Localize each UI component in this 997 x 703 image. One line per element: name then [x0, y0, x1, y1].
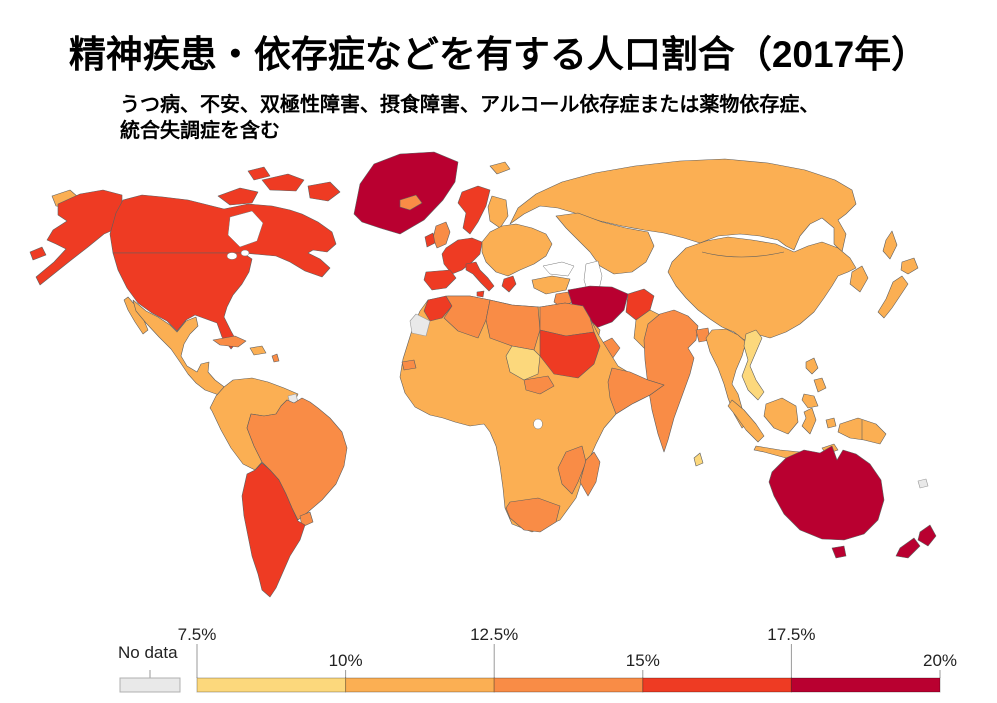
country-australia-tasmania[interactable] — [831, 545, 847, 559]
country-indonesia-moluccas[interactable] — [825, 417, 837, 429]
country-australia[interactable] — [768, 445, 885, 541]
legend-label-12-5: 12.5% — [470, 625, 518, 644]
country-russia[interactable] — [509, 158, 857, 253]
country-new-caledonia[interactable] — [917, 478, 929, 489]
country-indonesia-borneo[interactable] — [763, 397, 799, 435]
map-legend: No data 7.5% 10% 12.5% 15% 17.5% 20% — [118, 625, 957, 693]
country-western-europe[interactable] — [441, 237, 483, 275]
country-japan[interactable] — [877, 275, 909, 319]
mongolia-border — [701, 251, 785, 258]
hudson-bay — [227, 210, 264, 248]
country-italy[interactable] — [465, 261, 495, 292]
country-western-sahara[interactable] — [409, 313, 431, 337]
country-canada-arctic-island[interactable] — [307, 181, 341, 202]
country-senegal[interactable] — [401, 359, 417, 371]
country-new-zealand[interactable] — [895, 537, 921, 559]
legend-segment-15-17-5[interactable] — [642, 677, 792, 693]
country-canada-arctic-island[interactable] — [217, 187, 259, 206]
country-philippines[interactable] — [813, 377, 827, 393]
country-lesser-antilles[interactable] — [271, 353, 280, 363]
country-china-mongolia[interactable] — [667, 236, 857, 341]
legend-segment-17-5-20[interactable] — [790, 677, 941, 693]
lake-victoria — [533, 418, 543, 430]
country-philippines[interactable] — [805, 357, 819, 375]
country-usa-alaska[interactable] — [35, 189, 123, 286]
subtitle-line-2: 統合失調症を含む — [120, 120, 280, 143]
country-kazakhstan-central-asia[interactable] — [555, 212, 655, 275]
country-turkey[interactable] — [531, 275, 571, 295]
country-japan-hokkaido[interactable] — [900, 257, 919, 275]
country-korea[interactable] — [849, 265, 869, 293]
country-hispaniola[interactable] — [249, 345, 267, 356]
country-canada-arctic-island[interactable] — [247, 166, 271, 181]
country-ireland[interactable] — [424, 232, 436, 248]
country-greece[interactable] — [501, 275, 517, 293]
country-central-african-republic[interactable] — [523, 375, 555, 395]
country-sri-lanka[interactable] — [693, 452, 704, 467]
legend-label-7-5: 7.5% — [178, 625, 217, 644]
country-united-kingdom[interactable] — [432, 221, 451, 249]
legend-no-data-swatch[interactable] — [119, 677, 181, 693]
country-chad[interactable] — [505, 345, 541, 381]
country-algeria[interactable] — [443, 295, 491, 339]
legend-label-20: 20% — [923, 651, 957, 670]
country-mexico-central-america[interactable] — [132, 299, 232, 399]
country-finland[interactable] — [487, 195, 509, 229]
legend-segment-12-5-15[interactable] — [493, 677, 644, 693]
country-usa[interactable] — [112, 252, 253, 350]
country-eastern-europe[interactable] — [481, 223, 553, 277]
country-somalia[interactable] — [607, 367, 665, 415]
black-sea — [542, 261, 575, 277]
country-indonesia-sulawesi[interactable] — [801, 407, 817, 435]
country-chile-argentina[interactable] — [241, 462, 306, 598]
country-canada-arctic-island[interactable] — [261, 173, 305, 192]
great-lake-1 — [226, 252, 238, 260]
legend-segment-7-5-10[interactable] — [196, 677, 347, 693]
chart-subtitle: うつ病、不安、双極性障害、摂食障害、アルコール依存症または薬物依存症、 統合失調… — [120, 92, 920, 145]
country-indonesia-sumatra[interactable] — [727, 399, 765, 443]
country-philippines[interactable] — [801, 393, 819, 409]
country-usa-aleutians[interactable] — [29, 246, 47, 261]
country-new-zealand[interactable] — [917, 524, 937, 547]
country-canada[interactable] — [109, 194, 337, 278]
chart-title: 精神疾患・依存症などを有する人口割合（2017年） — [68, 34, 929, 75]
country-sudan[interactable] — [539, 329, 601, 379]
country-greenland[interactable] — [353, 151, 459, 235]
country-zimbabwe-mozambique[interactable] — [557, 445, 587, 495]
world-choropleth-map — [29, 151, 937, 598]
legend-label-10: 10% — [329, 651, 363, 670]
legend-label-15: 15% — [626, 651, 660, 670]
country-madagascar[interactable] — [579, 451, 601, 497]
subtitle-line-1: うつ病、不安、双極性障害、摂食障害、アルコール依存症または薬物依存症、 — [120, 94, 820, 116]
country-italy-sicily[interactable] — [476, 290, 485, 298]
country-russia-sakhalin[interactable] — [882, 230, 898, 260]
country-spain-portugal[interactable] — [423, 269, 457, 291]
legend-segment-10-12-5[interactable] — [345, 677, 495, 693]
legend-no-data-label: No data — [118, 643, 178, 662]
country-iceland[interactable] — [399, 194, 423, 211]
country-norway-sweden[interactable] — [457, 185, 491, 235]
great-lake-2 — [240, 249, 250, 257]
country-vietnam[interactable] — [741, 329, 765, 401]
country-cuba[interactable] — [212, 335, 247, 348]
country-south-africa[interactable] — [505, 497, 561, 533]
country-svalbard[interactable] — [489, 161, 511, 175]
legend-label-17-5: 17.5% — [767, 625, 815, 644]
